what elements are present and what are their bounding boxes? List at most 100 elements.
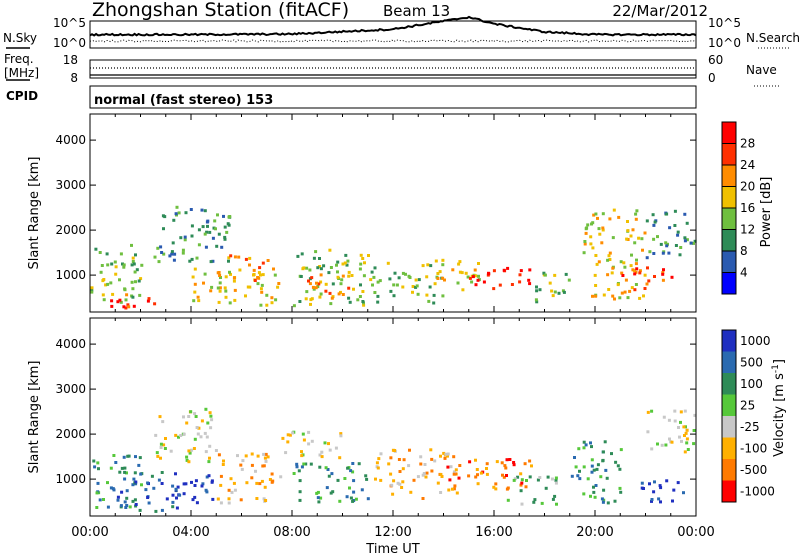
power-cell [104, 283, 108, 287]
velocity-cell [379, 478, 383, 482]
power-colorbar-label: Power [dB] [759, 177, 774, 248]
power-cell [471, 275, 475, 279]
power-cell [216, 286, 220, 290]
velocity-cell [336, 478, 340, 482]
power-cell [631, 228, 635, 232]
velocity-cell [397, 458, 401, 461]
velocity-cell [505, 458, 509, 462]
power-cell [217, 232, 221, 236]
power-cell [134, 253, 137, 257]
power-cell [216, 213, 219, 217]
velocity-cell [343, 477, 347, 480]
power-cell [217, 300, 221, 304]
power-cell [659, 242, 663, 246]
velocity-cell [683, 409, 687, 413]
power-cell [163, 215, 167, 219]
velocity-cell [160, 482, 164, 485]
velocity-cell [502, 475, 506, 479]
velocity-cell [660, 443, 664, 447]
velocity-cell [307, 442, 311, 446]
power-cell [253, 279, 257, 282]
velocity-cell [421, 497, 425, 500]
power-cell [232, 276, 236, 280]
power-x-ticks [89, 114, 697, 312]
velocity-cell [424, 475, 428, 479]
power-cell [208, 230, 212, 234]
velocity-cell [227, 501, 231, 505]
power-cell [135, 268, 139, 272]
velocity-cell [665, 479, 669, 483]
power-cell [272, 267, 275, 271]
power-cell [583, 240, 587, 243]
power-cell [373, 266, 377, 270]
velocity-cell [320, 455, 324, 459]
power-cell [179, 236, 183, 240]
power-cell [625, 237, 629, 241]
velocity-cell [250, 452, 254, 456]
velocity-cell [174, 472, 177, 476]
velocity-cell [589, 441, 592, 445]
power-cell [601, 226, 605, 230]
velocity-cell [605, 476, 609, 480]
velocity-cell [159, 442, 163, 446]
power-cell [124, 298, 128, 302]
power-cell [628, 289, 632, 293]
power-cell [260, 283, 264, 287]
velocity-cell [582, 465, 586, 469]
power-cell [457, 262, 461, 266]
velocity-cell [528, 475, 532, 479]
velocity-cell [292, 472, 296, 475]
power-cell [586, 223, 590, 227]
velocity-cell [618, 467, 622, 471]
velocity-cell [659, 486, 663, 490]
power-cell [518, 273, 522, 277]
power-cell [611, 294, 615, 298]
velocity-cell [452, 455, 456, 459]
velocity-cell [582, 440, 586, 444]
power-cell [324, 289, 328, 293]
power-cell [466, 275, 470, 279]
velocity-cell [352, 490, 356, 494]
power-cell [348, 300, 352, 304]
power-cell [209, 289, 213, 293]
power-cell [229, 254, 233, 258]
power-cell [197, 228, 201, 232]
x-tick-label: 16:00 [475, 525, 512, 540]
power-cell [362, 274, 366, 278]
velocity-cell [671, 499, 674, 503]
power-cell [259, 287, 263, 291]
power-cell [233, 298, 237, 302]
nave-right-bottom-tick: 0 [708, 71, 716, 85]
velocity-cell [692, 442, 696, 446]
velocity-cell [114, 461, 118, 464]
velocity-cell [536, 478, 540, 482]
colorbar-segment [722, 251, 736, 273]
velocity-cell [200, 419, 204, 423]
power-cell [265, 303, 269, 307]
velocity-cell [127, 454, 131, 458]
power-cell [248, 256, 252, 260]
velocity-cell [102, 498, 105, 501]
velocity-cell [366, 497, 370, 501]
velocity-cell [185, 421, 189, 425]
power-cell [652, 223, 656, 227]
power-cell [197, 299, 201, 303]
power-cell [642, 294, 645, 298]
power-cell [131, 260, 135, 263]
x-tick-labels: 00:00 04:00 08:00 12:00 16:00 20:00 00:00 [71, 525, 714, 540]
velocity-cell [268, 478, 272, 481]
velocity-cell [555, 502, 558, 506]
freq-left-top-tick: 18 [63, 53, 78, 67]
power-cell [594, 212, 598, 216]
cpid-text: normal (fast stereo) 153 [94, 93, 273, 108]
velocity-cell [524, 485, 528, 489]
velocity-cell [250, 476, 254, 480]
velocity-cell [125, 489, 129, 493]
power-cell [436, 277, 440, 280]
noise-left-top-tick: 10^5 [53, 16, 86, 30]
velocity-cell [120, 490, 124, 494]
velocity-cell [554, 476, 558, 480]
velocity-cell [330, 472, 334, 476]
velocity-cell [125, 496, 129, 500]
power-cell [137, 279, 141, 283]
